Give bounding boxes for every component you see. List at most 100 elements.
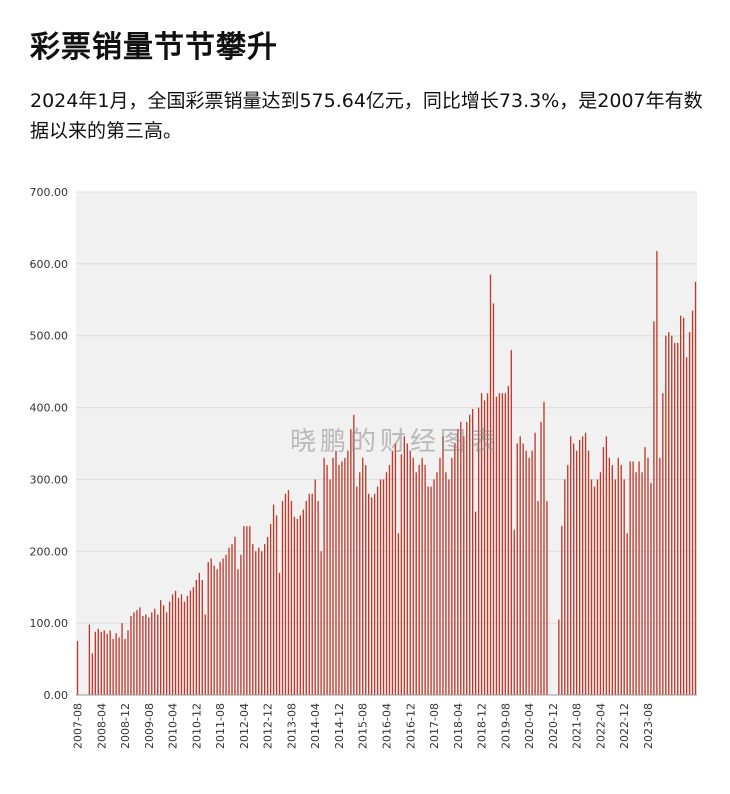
x-tick-label: 2018-12	[476, 703, 489, 749]
bar	[442, 436, 444, 695]
y-tick-label: 200.00	[30, 545, 69, 558]
bar	[183, 601, 186, 695]
x-tick-label: 2022-04	[594, 703, 607, 749]
bar	[403, 436, 405, 695]
bar	[311, 493, 313, 695]
bar	[674, 342, 676, 695]
bar	[329, 479, 331, 695]
bar	[525, 450, 527, 695]
bar	[531, 450, 533, 695]
bar	[451, 457, 453, 695]
bar	[614, 479, 616, 695]
x-tick-label: 2020-12	[547, 703, 560, 749]
bar	[341, 461, 343, 695]
bar	[605, 436, 608, 695]
bar	[466, 421, 468, 695]
bar	[151, 612, 153, 695]
bar	[100, 631, 102, 695]
bar	[546, 500, 548, 695]
bar	[617, 457, 619, 695]
bar	[682, 317, 685, 695]
bar	[385, 472, 388, 695]
bar	[427, 486, 429, 695]
bar	[558, 619, 560, 695]
bar	[302, 509, 304, 695]
bar	[204, 614, 206, 695]
x-tick-label: 2019-08	[499, 703, 512, 749]
bar	[344, 457, 346, 695]
bar	[299, 515, 301, 695]
bar	[519, 436, 521, 695]
bar	[489, 274, 492, 695]
y-tick-label: 500.00	[30, 330, 69, 343]
bar	[602, 447, 605, 695]
bar	[189, 590, 192, 695]
bar	[278, 572, 281, 695]
x-tick-label: 2008-04	[95, 703, 108, 749]
bar	[448, 479, 450, 695]
bar	[293, 516, 296, 695]
y-tick-label: 300.00	[30, 473, 69, 486]
bar	[228, 547, 230, 695]
bar	[317, 500, 319, 695]
bar	[338, 465, 340, 695]
bar	[436, 472, 438, 695]
bar	[662, 393, 664, 695]
bar	[266, 536, 269, 695]
lottery-sales-bar-chart: 0.00 100.00 200.00 300.00 400.00 500.00 600.00…	[30, 186, 697, 749]
bar	[641, 472, 643, 695]
bar	[679, 315, 682, 695]
bar	[246, 526, 248, 695]
bar	[513, 529, 515, 695]
bar	[370, 497, 373, 695]
bar	[168, 601, 171, 695]
bar	[418, 465, 420, 695]
bar	[118, 637, 120, 695]
x-tick-label: 2020-04	[523, 703, 536, 749]
bar	[495, 396, 498, 695]
x-tick-label: 2013-08	[285, 703, 298, 749]
x-tick-label: 2007-08	[72, 703, 85, 749]
bar	[124, 638, 126, 695]
bar	[148, 617, 150, 695]
x-tick-label: 2016-12	[404, 703, 417, 749]
bar	[629, 461, 631, 695]
page-subtitle: 2024年1月，全国彩票销量达到575.64亿元，同比增长73.3%，是2007…	[30, 90, 703, 142]
bar	[368, 493, 370, 695]
bar	[97, 628, 99, 695]
x-tick-label: 2015-08	[357, 703, 370, 749]
bar	[486, 393, 489, 695]
bar	[373, 493, 376, 695]
bar	[305, 500, 307, 695]
bar	[668, 332, 670, 695]
x-tick-label: 2010-12	[190, 703, 203, 749]
bar	[171, 594, 174, 695]
bar	[593, 486, 596, 695]
bar	[353, 414, 355, 695]
bar	[165, 612, 168, 695]
x-tick-label: 2010-04	[167, 703, 180, 749]
bar	[115, 633, 117, 695]
bar	[350, 429, 352, 695]
bar	[665, 335, 667, 695]
bar	[314, 479, 316, 695]
bar	[653, 321, 655, 695]
bar	[109, 630, 111, 695]
y-tick-label: 100.00	[30, 617, 69, 630]
bar	[534, 432, 536, 695]
bar	[599, 472, 602, 695]
bar	[142, 615, 144, 695]
x-tick-label: 2011-08	[214, 703, 227, 749]
x-tick-labels: 2007-08 2008-04 2008-12 2009-08 2010-04 2010-…	[72, 703, 656, 749]
bar	[290, 500, 293, 695]
bar	[688, 332, 691, 695]
bar	[528, 457, 530, 695]
bar	[677, 342, 679, 695]
bar	[543, 401, 545, 695]
bar	[162, 605, 165, 695]
y-tick-label: 400.00	[30, 402, 69, 415]
bar	[498, 393, 501, 695]
bars	[76, 250, 697, 696]
bar	[685, 357, 688, 695]
bar	[691, 310, 694, 695]
